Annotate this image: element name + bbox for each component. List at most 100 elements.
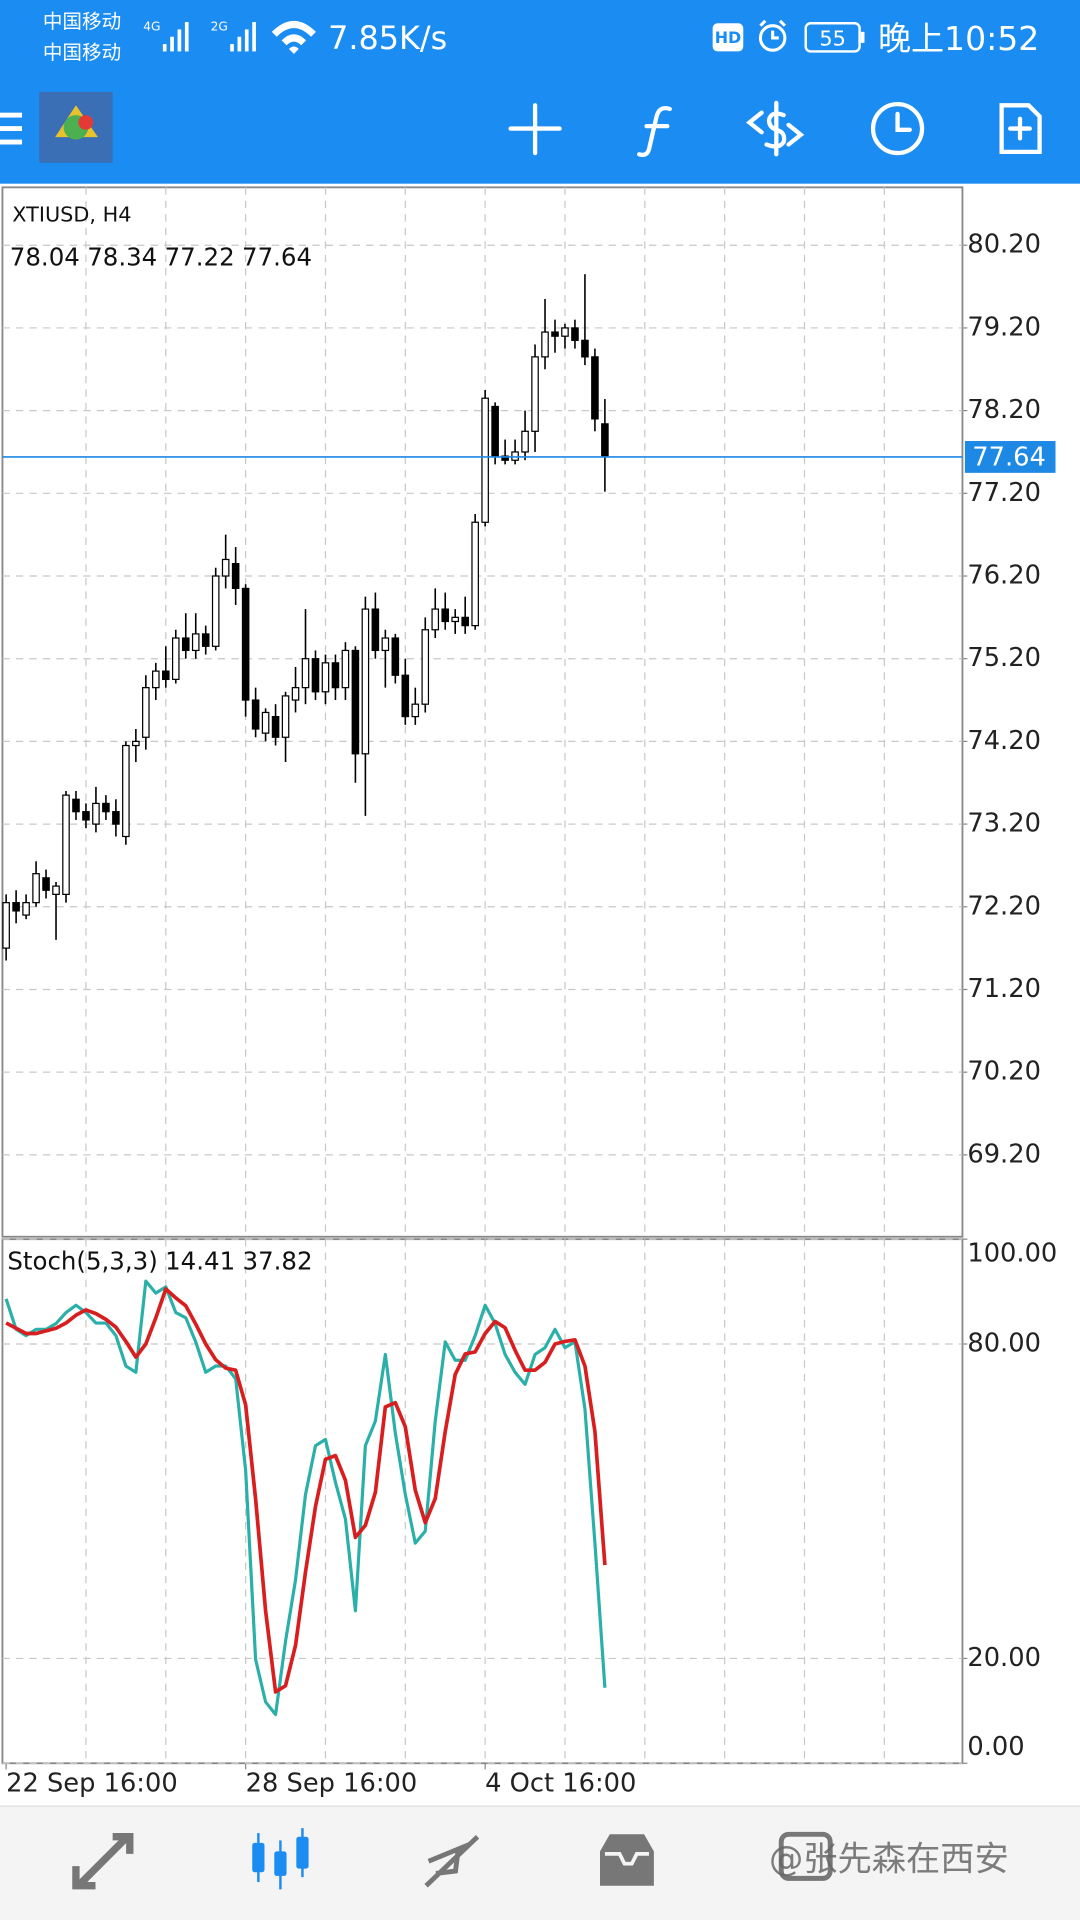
ohlc-value: 77.64 [242, 242, 312, 271]
candle-body [541, 331, 549, 358]
symbol-title: XTIUSD, H4 [12, 203, 131, 227]
candle-body [421, 629, 430, 705]
candle-body [12, 902, 20, 912]
candle-body [381, 637, 390, 652]
signal-icons [162, 20, 316, 54]
candle-body [431, 608, 440, 631]
candle-body [122, 744, 130, 838]
x-tick-label: 28 Sep 16:00 [246, 1769, 418, 1799]
candle-body [162, 670, 170, 680]
candle-body [361, 608, 370, 755]
candle-body [321, 662, 330, 693]
y-tick-label: 71.20 [967, 974, 1041, 1004]
candle-body [501, 455, 509, 461]
quotes-tab[interactable] [72, 1833, 134, 1890]
candle-body [511, 451, 519, 461]
candle-body [311, 658, 320, 693]
candle-body [521, 430, 529, 453]
candle-body [221, 558, 230, 577]
marks [2, 274, 963, 1717]
ohlc-value: 77.22 [165, 242, 235, 271]
chart-tab[interactable] [252, 1828, 309, 1890]
stoch-readout: Stoch(5,3,3) 14.41 37.82 [7, 1246, 312, 1275]
candle-body [261, 711, 270, 734]
trade-tab[interactable] [424, 1834, 480, 1888]
stoch-pane [1, 1238, 964, 1765]
candle-body [142, 687, 150, 738]
candle-body [72, 798, 80, 813]
candle-body [331, 662, 340, 689]
candle-body [2, 902, 10, 949]
candle-body [391, 637, 400, 676]
candle-body [22, 902, 30, 916]
candle-body [42, 877, 50, 891]
candle-body [471, 521, 479, 627]
battery-tip [860, 31, 865, 43]
candle-body [251, 699, 260, 730]
grid [2, 187, 968, 1770]
y-tick-label: 100.00 [967, 1238, 1057, 1268]
candle-body [181, 637, 190, 652]
candle-body [191, 633, 200, 652]
alarm-icon [758, 19, 787, 52]
battery [804, 22, 861, 53]
clock: 晚上10:52 [878, 19, 1039, 58]
candle-body [551, 331, 559, 337]
indicator-name: Stoch(5,3,3) [7, 1246, 157, 1275]
messages-tab[interactable] [778, 1831, 833, 1881]
candle-body [52, 885, 60, 895]
candle-body [201, 633, 210, 647]
y-tick-label: 78.20 [967, 395, 1041, 425]
candle-body [441, 608, 450, 623]
x-tick-label: 4 Oct 16:00 [485, 1769, 636, 1799]
y-tick-label: 74.20 [967, 726, 1041, 756]
carrier: 中国移动 [43, 10, 121, 33]
indicator-value: 37.82 [243, 1246, 313, 1275]
candle-body [291, 687, 300, 701]
x-tick-label: 22 Sep 16:00 [6, 1769, 178, 1799]
candle-body [341, 649, 350, 689]
y-tick-label: 72.20 [967, 891, 1041, 921]
ohlc-value: 78.04 [10, 242, 80, 271]
network-type: 2G [211, 20, 228, 34]
y-tick-label: 80.20 [967, 230, 1041, 260]
indicators-button[interactable] [637, 106, 672, 158]
net-speed: 7.85K/s [328, 19, 447, 57]
candle-body [591, 356, 599, 420]
y-tick-label: 76.20 [967, 561, 1041, 591]
candle-body [481, 397, 489, 523]
app-logo[interactable] [39, 91, 113, 163]
stoch-line [5, 1287, 607, 1694]
candle-body [112, 811, 120, 825]
candle-body [82, 811, 90, 821]
candle-body [461, 616, 469, 627]
trade-button[interactable] [745, 100, 805, 157]
candle-body [281, 695, 290, 738]
price-tag [964, 441, 1056, 473]
y-tick-label: 73.20 [967, 809, 1041, 839]
y-tick-label: 80.00 [967, 1329, 1041, 1359]
history-button[interactable] [870, 101, 925, 156]
hd-badge [712, 23, 744, 52]
candle-body [32, 873, 40, 904]
battery-level: 55 [819, 26, 845, 50]
menu-button[interactable] [0, 112, 23, 145]
y-tick-label: 75.20 [967, 643, 1041, 673]
y-tick-label: 20.00 [967, 1643, 1041, 1673]
candle-body [491, 405, 499, 457]
history-tab[interactable] [600, 1834, 654, 1886]
candle-body [231, 562, 240, 590]
carrier: 中国移动 [43, 41, 121, 64]
ohlc-readout: 78.04 78.34 77.22 77.64 [10, 242, 312, 271]
y-tick-label: 69.20 [967, 1139, 1041, 1169]
candle-body [411, 703, 420, 718]
price-tag-label: 77.64 [972, 443, 1046, 473]
crosshair-button[interactable] [508, 103, 562, 156]
new-order-button[interactable] [999, 103, 1042, 154]
indicator-value: 14.41 [165, 1246, 235, 1275]
candle-body [92, 802, 100, 825]
candle-body [531, 356, 539, 432]
candle-body [401, 674, 410, 718]
watermark: @张先森在西安 [769, 1840, 1009, 1880]
